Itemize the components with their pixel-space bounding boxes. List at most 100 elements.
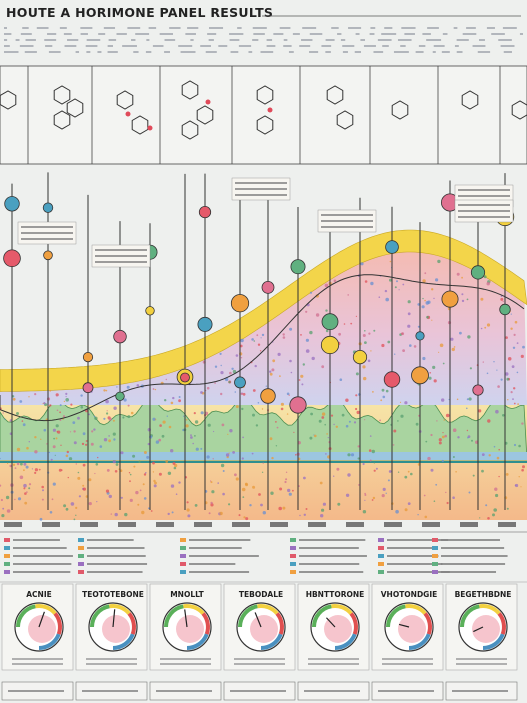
dot bbox=[103, 438, 108, 442]
dot bbox=[466, 407, 468, 410]
dot bbox=[65, 507, 69, 511]
dot bbox=[446, 501, 449, 505]
dot bbox=[486, 372, 489, 375]
dot bbox=[34, 393, 37, 396]
dot bbox=[152, 417, 156, 421]
dot bbox=[495, 409, 499, 414]
dot bbox=[105, 489, 110, 493]
legend-swatch bbox=[378, 554, 384, 558]
dot bbox=[355, 407, 358, 411]
dot bbox=[88, 502, 92, 506]
dot bbox=[325, 309, 328, 312]
dot bbox=[496, 369, 498, 371]
dot bbox=[461, 299, 465, 303]
dot bbox=[183, 415, 185, 417]
dot bbox=[85, 440, 88, 442]
legend-swatch bbox=[290, 554, 296, 558]
dot bbox=[82, 487, 86, 491]
dot bbox=[154, 481, 157, 485]
dot bbox=[482, 361, 484, 363]
dot bbox=[371, 499, 374, 501]
dot bbox=[105, 389, 108, 392]
dot bbox=[505, 336, 508, 339]
dot bbox=[373, 469, 376, 472]
dot bbox=[186, 501, 189, 504]
dot bbox=[88, 478, 92, 482]
dot bbox=[362, 334, 366, 337]
dot bbox=[322, 502, 326, 506]
dot bbox=[145, 472, 147, 474]
legend-swatch bbox=[78, 538, 84, 542]
gauge-title: VHOTONDGIE bbox=[381, 590, 438, 599]
dot bbox=[487, 419, 491, 423]
dot bbox=[396, 280, 398, 283]
dot bbox=[112, 432, 116, 436]
gauge-arc bbox=[238, 604, 258, 628]
dot bbox=[347, 453, 351, 457]
dot bbox=[65, 454, 69, 458]
dot bbox=[212, 458, 214, 460]
dot bbox=[356, 410, 360, 415]
dot bbox=[192, 442, 194, 445]
dot bbox=[106, 410, 108, 412]
dot bbox=[417, 514, 419, 516]
dot bbox=[143, 497, 147, 500]
gauge-arc bbox=[334, 633, 357, 650]
dot bbox=[311, 356, 315, 361]
dot bbox=[309, 436, 313, 440]
dot bbox=[51, 498, 54, 501]
dot bbox=[521, 422, 524, 425]
dot bbox=[88, 413, 91, 416]
dot bbox=[19, 400, 23, 403]
dot bbox=[206, 455, 210, 459]
dot bbox=[271, 456, 274, 460]
dot bbox=[384, 289, 388, 293]
dot bbox=[357, 445, 360, 448]
gauge-fill bbox=[472, 615, 500, 643]
dot bbox=[402, 283, 405, 286]
dot bbox=[48, 451, 51, 454]
atom bbox=[125, 111, 131, 117]
dot bbox=[240, 357, 243, 359]
dot bbox=[287, 488, 291, 493]
dot bbox=[379, 419, 381, 422]
molecule-ring bbox=[196, 105, 214, 125]
dot bbox=[260, 503, 263, 507]
dot bbox=[90, 442, 94, 446]
dot bbox=[23, 487, 26, 490]
marker bbox=[4, 196, 20, 212]
marker bbox=[383, 371, 401, 388]
dot bbox=[288, 492, 292, 496]
dot bbox=[364, 330, 366, 332]
legend-swatch bbox=[378, 562, 384, 566]
dot bbox=[73, 518, 76, 521]
atom bbox=[267, 107, 273, 113]
dot bbox=[4, 418, 6, 420]
dot bbox=[139, 489, 142, 492]
dot bbox=[241, 457, 244, 460]
dot bbox=[483, 275, 487, 279]
dot bbox=[232, 369, 237, 374]
dot bbox=[65, 392, 68, 395]
dot bbox=[80, 406, 84, 409]
marker bbox=[415, 331, 425, 341]
dot bbox=[373, 329, 376, 332]
dot bbox=[260, 337, 262, 339]
marker bbox=[42, 202, 54, 213]
dot bbox=[80, 394, 83, 397]
dot bbox=[468, 397, 472, 401]
dot bbox=[439, 343, 444, 348]
dot bbox=[452, 496, 455, 500]
dot bbox=[81, 442, 85, 446]
dot bbox=[262, 511, 266, 515]
dot bbox=[231, 367, 234, 370]
dot bbox=[436, 420, 438, 422]
dot bbox=[40, 438, 42, 440]
dot bbox=[315, 294, 319, 298]
dot bbox=[336, 467, 340, 471]
dot bbox=[445, 491, 447, 494]
dot bbox=[286, 413, 289, 415]
dot bbox=[513, 402, 516, 405]
dot bbox=[200, 391, 203, 394]
dot bbox=[190, 434, 192, 437]
